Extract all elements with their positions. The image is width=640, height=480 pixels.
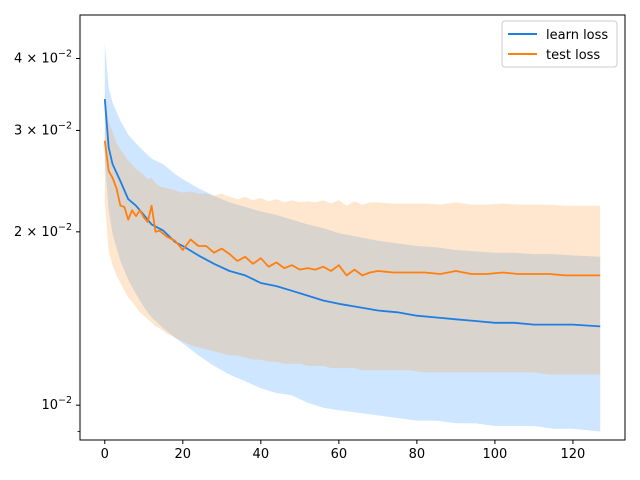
x-tick-label: 100 [482,447,507,462]
x-tick-label: 20 [175,447,192,462]
legend: learn loss test loss [501,20,618,68]
legend-label-test-loss: test loss [546,48,600,63]
legend-box [501,20,618,68]
y-axis: 10−2 2 × 10−2 3 × 10−2 4 × 10−2 [14,49,80,432]
test-loss-band [104,91,601,375]
test-loss-line [103,140,601,277]
confidence-bands [104,43,601,432]
y-tick-label: 3 × 10−2 [14,120,72,138]
y-tick-label: 4 × 10−2 [14,49,72,67]
y-tick-label: 2 × 10−2 [14,222,72,240]
series-lines [103,99,601,328]
y-tick-label: 10−2 [41,395,72,413]
x-tick-label: 120 [561,447,586,462]
x-tick-label: 40 [253,447,270,462]
axes-frame [79,14,626,441]
x-tick-label: 80 [409,447,426,462]
learn-loss-band [104,43,601,432]
x-axis: 0 20 40 60 80 100 120 [101,440,586,462]
legend-label-learn-loss: learn loss [546,28,608,43]
x-tick-label: 60 [331,447,348,462]
x-tick-label: 0 [101,447,109,462]
